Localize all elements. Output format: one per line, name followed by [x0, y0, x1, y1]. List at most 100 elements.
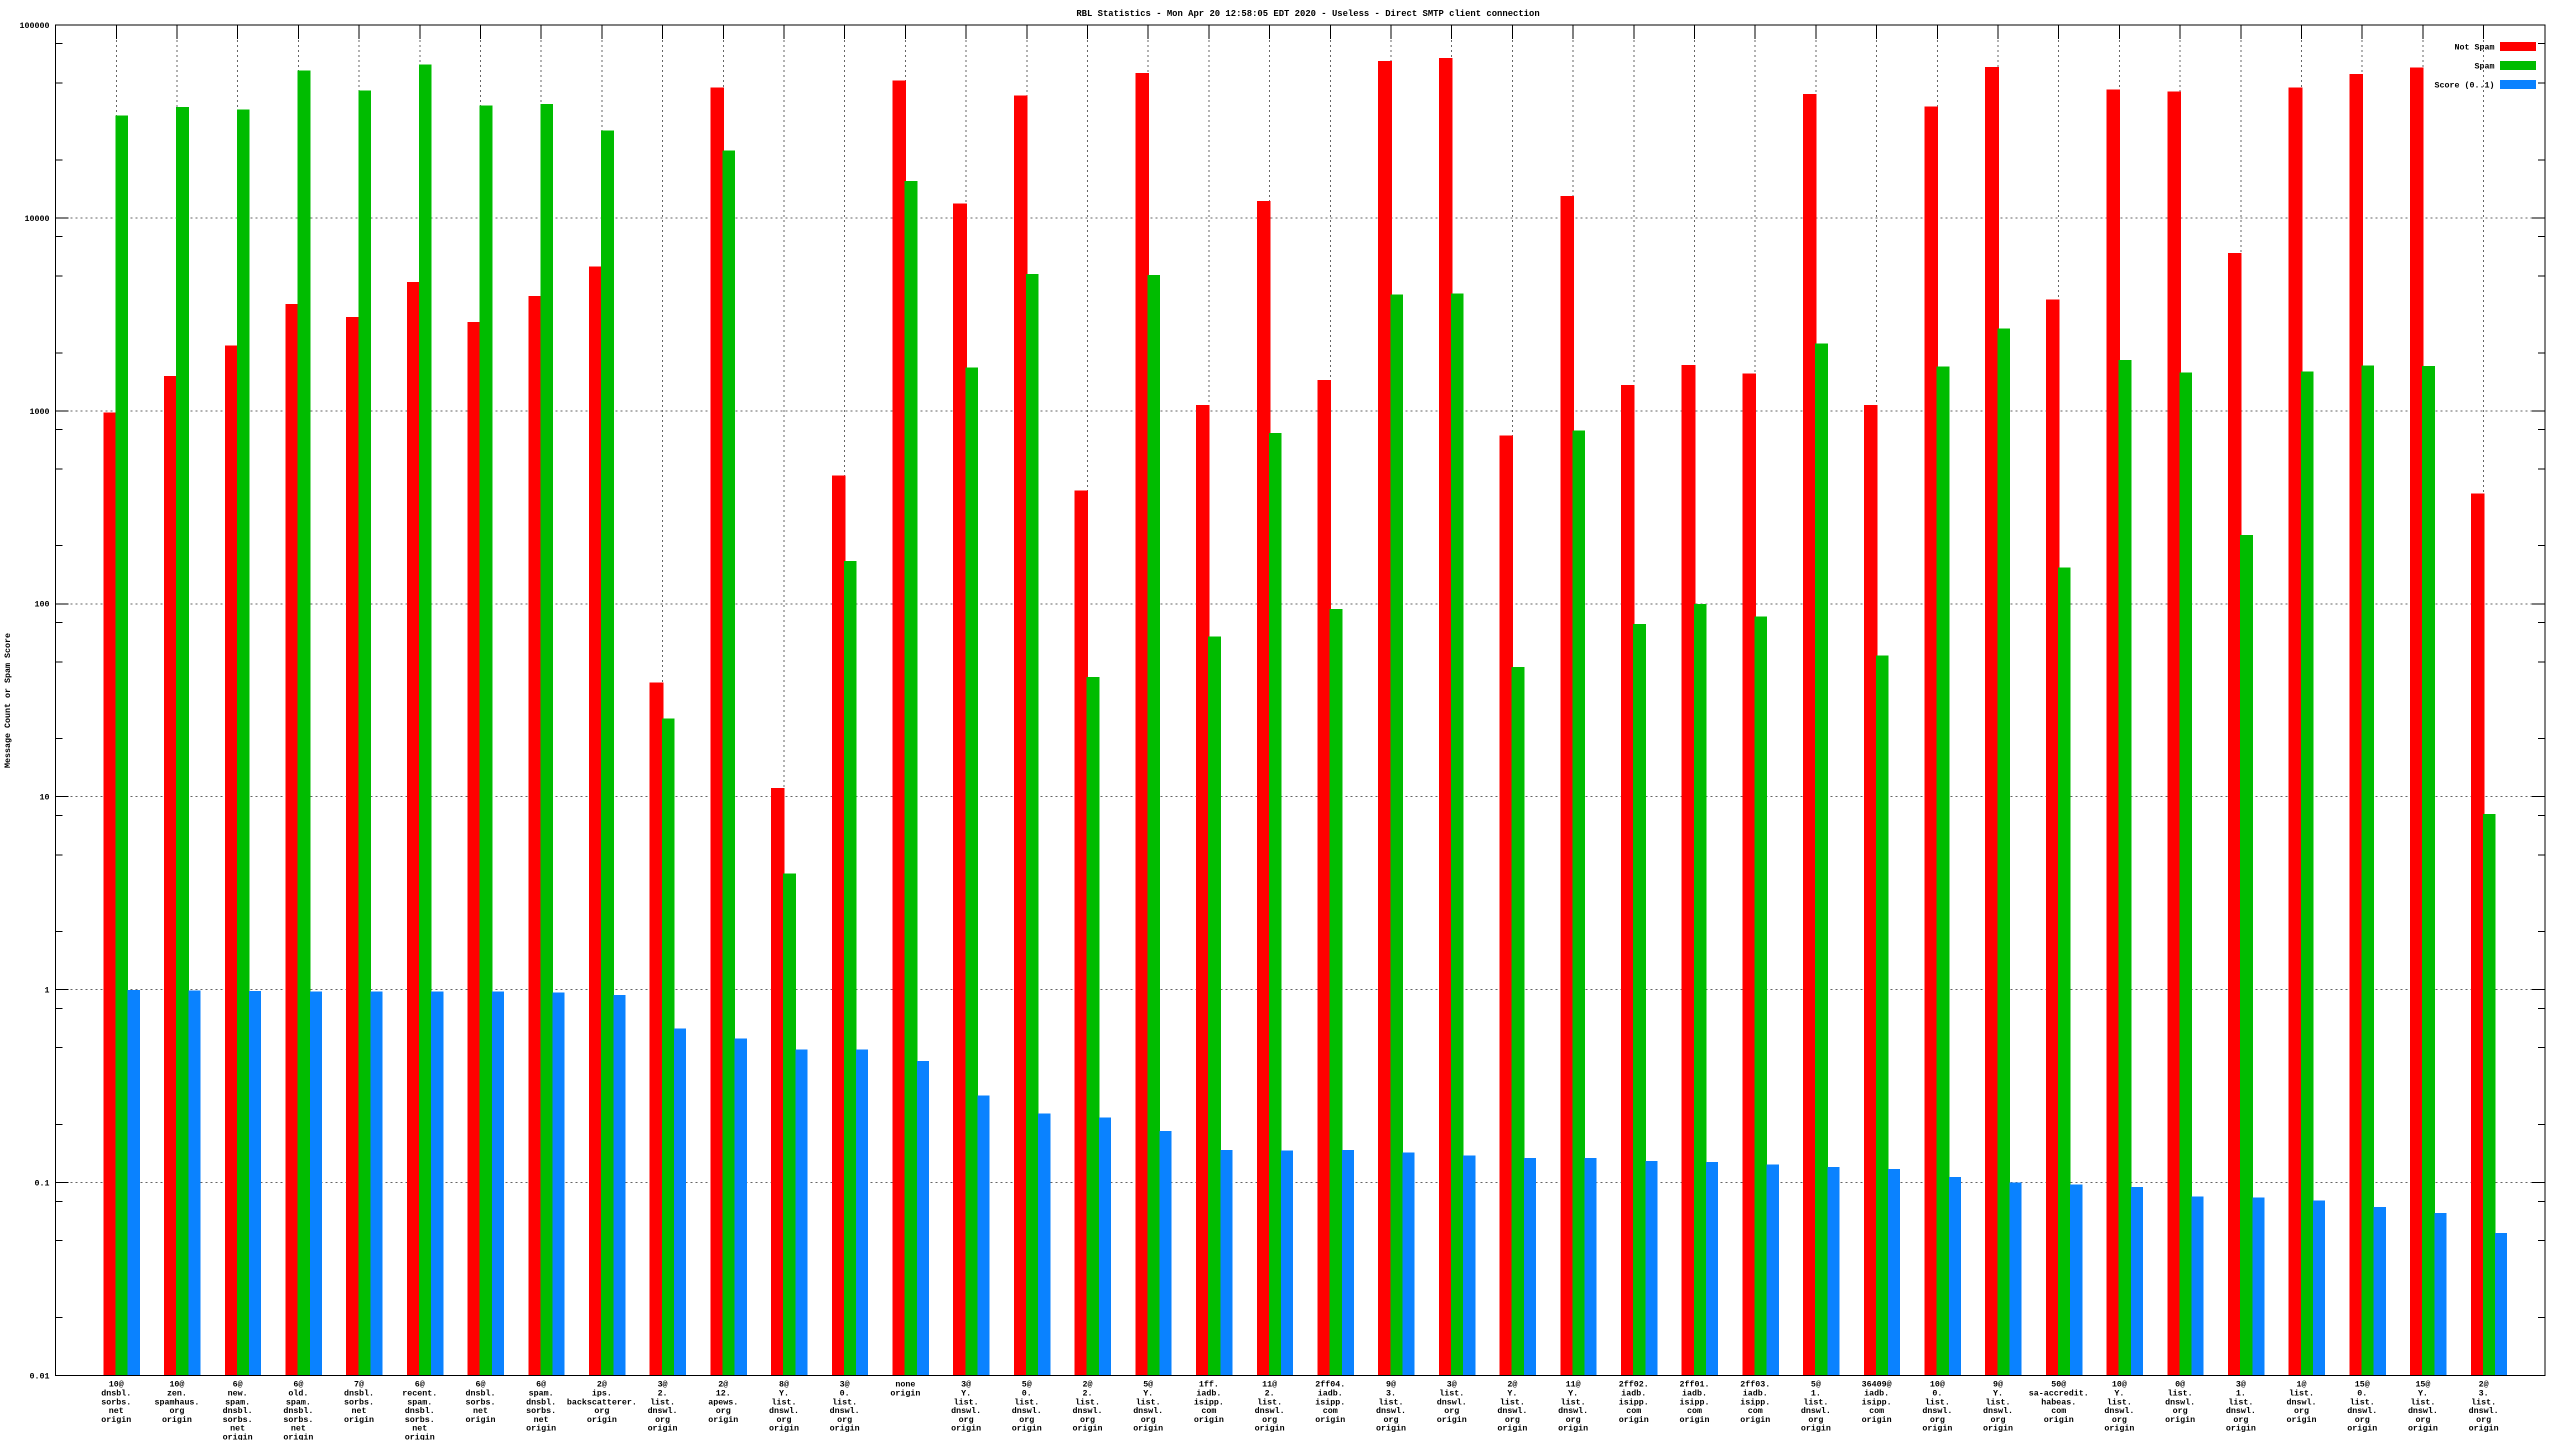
svg-text:3.: 3. — [1386, 1389, 1396, 1399]
svg-text:iadb.: iadb. — [1318, 1389, 1343, 1399]
svg-text:list.: list. — [1803, 1397, 1828, 1407]
svg-text:isipp.: isipp. — [1680, 1397, 1710, 1407]
svg-text:net: net — [473, 1406, 488, 1416]
svg-text:org: org — [2355, 1415, 2370, 1425]
svg-text:org: org — [1808, 1415, 1823, 1425]
svg-text:6@: 6@ — [536, 1380, 546, 1390]
svg-text:list.: list. — [1439, 1389, 1464, 1399]
svg-text:isipp.: isipp. — [1740, 1397, 1770, 1407]
svg-text:0.: 0. — [1932, 1389, 1942, 1399]
svg-text:com: com — [1323, 1406, 1338, 1416]
svg-text:com: com — [1687, 1406, 1702, 1416]
svg-text:2ff02.: 2ff02. — [1619, 1380, 1649, 1390]
svg-text:Y.: Y. — [779, 1389, 789, 1399]
svg-text:dnswl.: dnswl. — [1072, 1406, 1102, 1416]
svg-text:origin: origin — [2408, 1424, 2438, 1434]
svg-text:origin: origin — [1801, 1424, 1831, 1434]
svg-text:6@: 6@ — [415, 1380, 425, 1390]
svg-text:2@: 2@ — [1507, 1380, 1517, 1390]
svg-text:dnswl.: dnswl. — [1376, 1406, 1406, 1416]
svg-text:origin: origin — [405, 1433, 435, 1441]
svg-text:origin: origin — [162, 1415, 192, 1425]
svg-text:list.: list. — [1075, 1397, 1100, 1407]
svg-text:origin: origin — [1437, 1415, 1467, 1425]
svg-text:Message Count or Spam Score: Message Count or Spam Score — [3, 633, 13, 768]
svg-text:sorbs.: sorbs. — [526, 1406, 556, 1416]
svg-text:net: net — [534, 1415, 549, 1425]
svg-text:0.01: 0.01 — [30, 1371, 50, 1381]
svg-text:list.: list. — [1379, 1397, 1404, 1407]
svg-text:dnsbl.: dnsbl. — [465, 1389, 495, 1399]
svg-text:0.: 0. — [1022, 1389, 1032, 1399]
svg-text:dnswl.: dnswl. — [1133, 1406, 1163, 1416]
svg-text:list.: list. — [2471, 1397, 2496, 1407]
svg-text:origin: origin — [2287, 1415, 2317, 1425]
svg-text:zen.: zen. — [167, 1389, 187, 1399]
svg-text:org: org — [594, 1406, 609, 1416]
svg-text:Y.: Y. — [2114, 1389, 2124, 1399]
svg-text:Y.: Y. — [961, 1389, 971, 1399]
svg-text:org: org — [169, 1406, 184, 1416]
svg-text:10: 10 — [40, 793, 50, 803]
svg-text:dnsbl.: dnsbl. — [223, 1406, 253, 1416]
svg-text:Y.: Y. — [2418, 1389, 2428, 1399]
svg-text:list.: list. — [2107, 1397, 2132, 1407]
svg-text:dnswl.: dnswl. — [2347, 1406, 2377, 1416]
svg-text:org: org — [2112, 1415, 2127, 1425]
svg-text:list.: list. — [650, 1397, 675, 1407]
svg-text:dnswl.: dnswl. — [1497, 1406, 1527, 1416]
svg-text:Not Spam: Not Spam — [2455, 42, 2495, 52]
svg-text:origin: origin — [708, 1415, 738, 1425]
svg-text:iadb.: iadb. — [1621, 1389, 1646, 1399]
svg-text:origin: origin — [587, 1415, 617, 1425]
svg-text:list.: list. — [2228, 1397, 2253, 1407]
svg-text:origin: origin — [1922, 1424, 1952, 1434]
svg-text:isipp.: isipp. — [1315, 1397, 1345, 1407]
svg-text:com: com — [2051, 1406, 2066, 1416]
svg-text:3@: 3@ — [1447, 1380, 1457, 1390]
svg-text:net: net — [412, 1424, 427, 1434]
svg-text:org: org — [2173, 1406, 2188, 1416]
svg-text:15@: 15@ — [2415, 1380, 2430, 1390]
svg-text:list.: list. — [2289, 1389, 2314, 1399]
svg-text:net: net — [291, 1424, 306, 1434]
svg-text:list.: list. — [1561, 1397, 1586, 1407]
svg-text:origin: origin — [1619, 1415, 1649, 1425]
svg-text:dnsbl.: dnsbl. — [101, 1389, 131, 1399]
svg-text:dnswl.: dnswl. — [648, 1406, 678, 1416]
svg-text:org: org — [2415, 1415, 2430, 1425]
svg-text:ips.: ips. — [592, 1389, 612, 1399]
svg-text:dnswl.: dnswl. — [1922, 1406, 1952, 1416]
svg-text:origin: origin — [223, 1433, 253, 1441]
svg-text:2.: 2. — [1082, 1389, 1092, 1399]
svg-text:dnswl.: dnswl. — [2469, 1406, 2499, 1416]
svg-text:origin: origin — [1133, 1424, 1163, 1434]
svg-text:org: org — [1080, 1415, 1095, 1425]
svg-text:org: org — [716, 1406, 731, 1416]
svg-text:2.: 2. — [658, 1389, 668, 1399]
svg-text:iadb.: iadb. — [1196, 1389, 1221, 1399]
svg-text:com: com — [1869, 1406, 1884, 1416]
svg-text:list.: list. — [1925, 1397, 1950, 1407]
svg-text:1000: 1000 — [30, 407, 50, 417]
svg-text:org: org — [2233, 1415, 2248, 1425]
svg-text:isipp.: isipp. — [1862, 1397, 1892, 1407]
svg-text:Y.: Y. — [1993, 1389, 2003, 1399]
svg-text:origin: origin — [1315, 1415, 1345, 1425]
svg-text:origin: origin — [526, 1424, 556, 1434]
svg-text:dnsbl.: dnsbl. — [405, 1406, 435, 1416]
svg-text:2@: 2@ — [718, 1380, 728, 1390]
svg-text:100000: 100000 — [20, 21, 50, 31]
svg-text:org: org — [959, 1415, 974, 1425]
svg-text:origin: origin — [2226, 1424, 2256, 1434]
svg-text:dnswl.: dnswl. — [1255, 1406, 1285, 1416]
svg-text:dnswl.: dnswl. — [1437, 1397, 1467, 1407]
svg-text:10000: 10000 — [25, 214, 50, 224]
svg-text:7@: 7@ — [354, 1380, 364, 1390]
svg-text:origin: origin — [465, 1415, 495, 1425]
svg-text:2ff04.: 2ff04. — [1315, 1380, 1345, 1390]
svg-text:15@: 15@ — [2355, 1380, 2370, 1390]
svg-text:org: org — [1991, 1415, 2006, 1425]
svg-text:org: org — [655, 1415, 670, 1425]
svg-text:dnswl.: dnswl. — [830, 1406, 860, 1416]
